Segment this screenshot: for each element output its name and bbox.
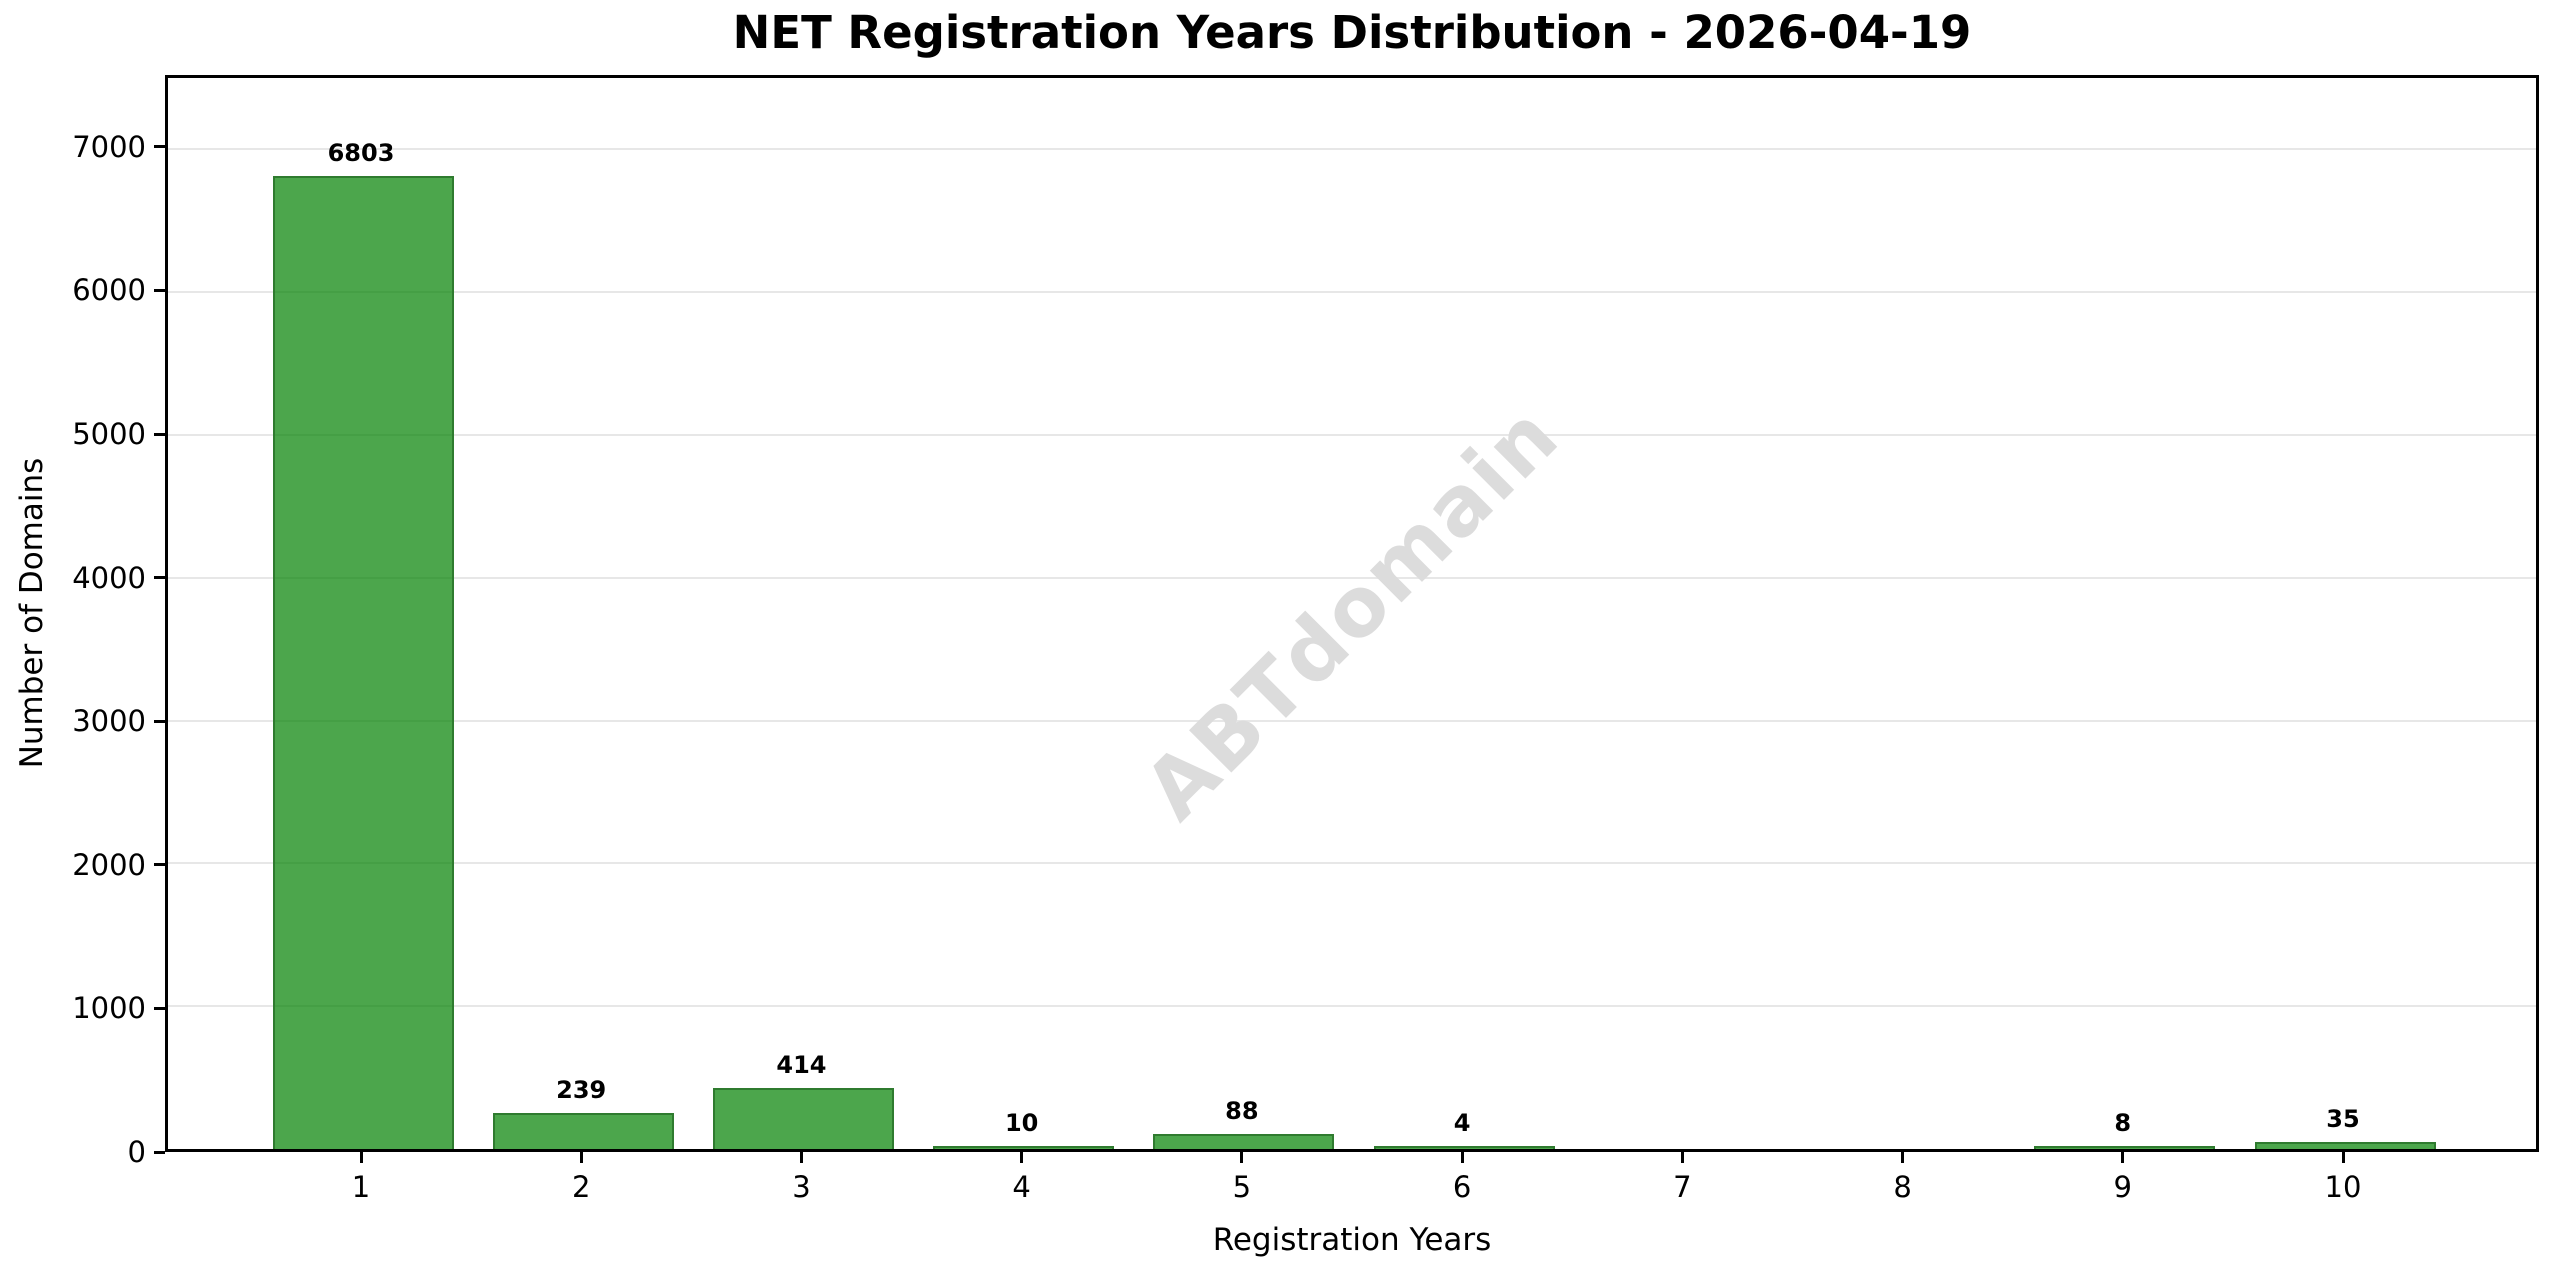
- bar-value-label: 6803: [327, 138, 395, 167]
- y-tick-label: 7000: [72, 129, 146, 164]
- y-tick-mark: [154, 1006, 165, 1010]
- bar: [2034, 1145, 2216, 1149]
- y-tick-label: 1000: [72, 991, 146, 1026]
- bar: [933, 1145, 1115, 1149]
- bar-value-label: 10: [1004, 1108, 1039, 1137]
- x-tick-label: 2: [571, 1170, 591, 1204]
- x-tick-label: 10: [2324, 1170, 2362, 1204]
- x-tick-label: 1: [351, 1170, 371, 1204]
- x-tick-label: 9: [2113, 1170, 2132, 1204]
- gridline: [168, 1005, 2536, 1008]
- x-tick-mark: [1901, 1152, 1905, 1163]
- y-tick-mark: [154, 145, 165, 149]
- y-tick-mark: [154, 1150, 165, 1154]
- x-tick-mark: [1460, 1152, 1464, 1163]
- x-tick-mark: [579, 1152, 583, 1163]
- y-tick-label: 0: [127, 1135, 146, 1169]
- bar-value-label: 88: [1225, 1097, 1259, 1126]
- gridline: [168, 291, 2536, 294]
- x-tick-label: 8: [1893, 1170, 1912, 1204]
- y-tick-label: 5000: [72, 417, 146, 451]
- x-tick-label: 3: [792, 1170, 811, 1204]
- gridline: [168, 862, 2536, 865]
- y-tick-mark: [154, 719, 165, 723]
- x-tick-mark: [1020, 1152, 1024, 1163]
- x-tick-mark: [799, 1152, 803, 1163]
- bar: [1373, 1146, 1555, 1149]
- x-tick-mark: [2121, 1152, 2125, 1163]
- bar: [492, 1112, 674, 1149]
- x-tick-mark: [1240, 1152, 1244, 1163]
- y-tick-mark: [154, 432, 165, 436]
- bar: [272, 175, 454, 1149]
- y-tick-mark: [154, 288, 165, 292]
- y-tick-label: 3000: [72, 704, 146, 739]
- y-tick-label: 2000: [72, 847, 146, 882]
- gridline: [168, 148, 2536, 151]
- bar: [712, 1087, 894, 1149]
- bars-layer: [168, 78, 2536, 1149]
- x-tick-mark: [359, 1152, 363, 1163]
- y-tick-label: 4000: [72, 560, 146, 595]
- x-tick-label: 4: [1012, 1170, 1031, 1204]
- x-tick-label: 6: [1452, 1170, 1472, 1204]
- bar-value-label: 239: [556, 1075, 607, 1104]
- y-tick-mark: [154, 576, 165, 580]
- x-tick-label: 5: [1232, 1170, 1252, 1204]
- grid-layer: [168, 78, 2536, 1149]
- bar: [1153, 1134, 1335, 1149]
- x-tick-label: 7: [1673, 1170, 1692, 1204]
- bar: [2254, 1142, 2436, 1149]
- bar-value-label: 414: [776, 1050, 827, 1079]
- bar-value-label: 8: [2114, 1108, 2132, 1137]
- y-tick-label: 6000: [72, 273, 146, 308]
- chart-title: NET Registration Years Distribution - 20…: [732, 6, 1972, 59]
- gridline: [168, 434, 2536, 436]
- x-tick-mark: [2341, 1152, 2345, 1163]
- y-tick-mark: [154, 863, 165, 867]
- x-axis-title: Registration Years: [1212, 1222, 1492, 1258]
- bar-value-label: 35: [2326, 1105, 2360, 1133]
- bar-value-label: 4: [1453, 1109, 1471, 1138]
- gridline: [168, 719, 2536, 722]
- x-tick-mark: [1680, 1152, 1684, 1163]
- gridline: [168, 576, 2536, 579]
